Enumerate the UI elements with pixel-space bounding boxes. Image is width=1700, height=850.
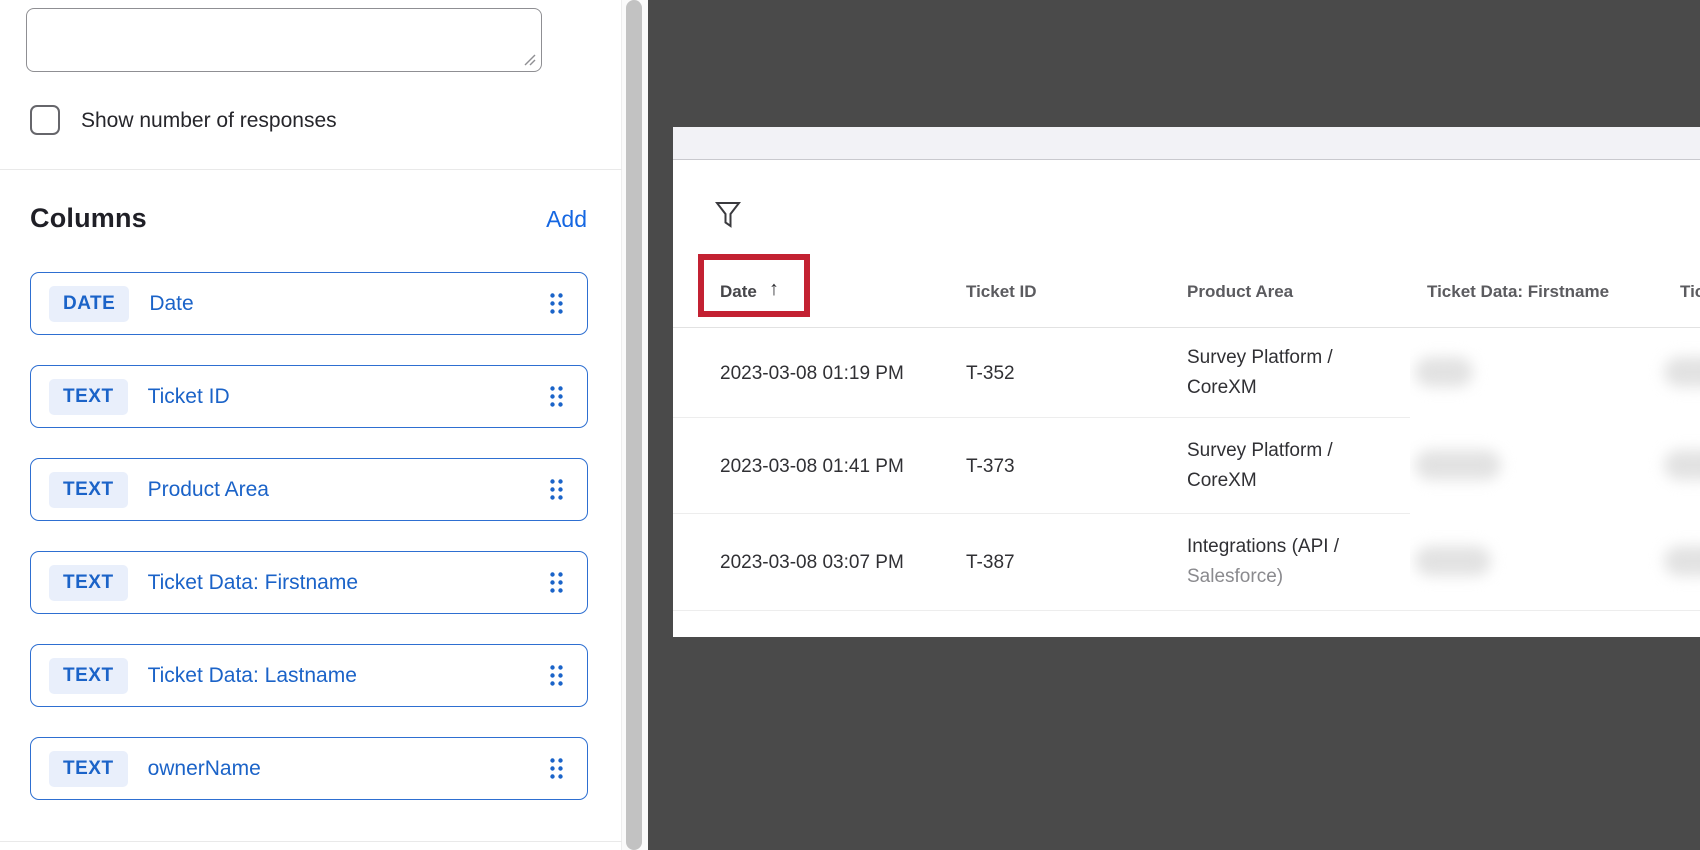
column-item-date[interactable]: DATE Date: [30, 272, 588, 335]
show-responses-checkbox[interactable]: [30, 105, 60, 135]
blurred-cell: [1415, 546, 1491, 576]
section-divider: [0, 841, 622, 842]
column-item-label: Date: [149, 291, 194, 315]
column-item-firstname[interactable]: TEXT Ticket Data: Firstname: [30, 551, 588, 614]
section-divider: [0, 169, 622, 170]
drag-handle-icon[interactable]: [550, 665, 563, 686]
cell-ticket-id: T-373: [966, 456, 1015, 477]
column-item-ticket-id[interactable]: TEXT Ticket ID: [30, 365, 588, 428]
label-textarea[interactable]: [26, 8, 542, 72]
drag-handle-icon[interactable]: [550, 386, 563, 407]
blurred-cell: [1664, 546, 1700, 576]
drag-handle-icon[interactable]: [550, 758, 563, 779]
resize-grip-icon[interactable]: [522, 52, 536, 66]
cell-date: 2023-03-08 01:19 PM: [720, 363, 904, 384]
column-type-badge: TEXT: [49, 471, 128, 508]
cell-product-area: Survey Platform / CoreXM: [1187, 347, 1333, 398]
add-column-button[interactable]: Add: [546, 206, 587, 232]
header-firstname[interactable]: Ticket Data: Firstname: [1427, 282, 1610, 301]
cell-date: 2023-03-08 03:07 PM: [720, 552, 904, 573]
row-divider: [673, 417, 1700, 418]
blurred-cell: [1664, 450, 1700, 480]
column-item-ownername[interactable]: TEXT ownerName: [30, 737, 588, 800]
column-type-badge: TEXT: [49, 657, 128, 694]
blurred-cell: [1415, 357, 1473, 387]
cell-ticket-id: T-387: [966, 552, 1015, 573]
column-item-label: ownerName: [147, 756, 261, 780]
column-type-badge: TEXT: [49, 750, 128, 787]
header-lastname[interactable]: Ticket Data: Lastname: [1680, 282, 1700, 301]
column-item-label: Ticket Data: Lastname: [147, 663, 357, 687]
row-divider: [673, 610, 1700, 611]
column-type-badge: TEXT: [49, 378, 128, 415]
header-date[interactable]: Date: [720, 282, 757, 301]
settings-panel: Show number of responses Columns Add DAT…: [0, 0, 622, 850]
preview-table-card: Date ↑ Ticket ID Product Area Ticket Dat…: [673, 127, 1700, 637]
blurred-cell: [1664, 357, 1700, 387]
column-type-badge: TEXT: [49, 564, 128, 601]
cell-date: 2023-03-08 01:41 PM: [720, 456, 904, 477]
columns-section-title: Columns: [30, 203, 147, 233]
cell-ticket-id: T-352: [966, 363, 1015, 384]
column-item-label: Ticket Data: Firstname: [147, 570, 359, 594]
card-title-bar: [673, 127, 1700, 160]
drag-handle-icon[interactable]: [550, 293, 563, 314]
row-divider: [673, 513, 1700, 514]
cell-product-area: Integrations (API / Salesforce): [1187, 536, 1340, 587]
panel-scrollbar-thumb[interactable]: [626, 0, 642, 850]
drag-handle-icon[interactable]: [550, 572, 563, 593]
cell-product-area: Survey Platform / CoreXM: [1187, 440, 1333, 491]
column-item-product-area[interactable]: TEXT Product Area: [30, 458, 588, 521]
header-ticket-id[interactable]: Ticket ID: [966, 282, 1037, 301]
column-type-badge: DATE: [49, 285, 130, 322]
annotation-highlight-box: [698, 254, 810, 317]
blurred-cell: [1415, 450, 1501, 480]
redacted-data-region: [1410, 328, 1700, 610]
filter-icon[interactable]: [715, 201, 741, 229]
header-product-area[interactable]: Product Area: [1187, 282, 1294, 301]
drag-handle-icon[interactable]: [550, 479, 563, 500]
column-item-label: Product Area: [147, 477, 269, 501]
column-item-lastname[interactable]: TEXT Ticket Data: Lastname: [30, 644, 588, 707]
column-item-label: Ticket ID: [147, 384, 230, 408]
panel-scrollbar-track[interactable]: [622, 0, 648, 850]
header-divider: [673, 327, 1700, 328]
sort-ascending-icon[interactable]: ↑: [769, 278, 779, 300]
show-responses-label: Show number of responses: [81, 109, 337, 132]
